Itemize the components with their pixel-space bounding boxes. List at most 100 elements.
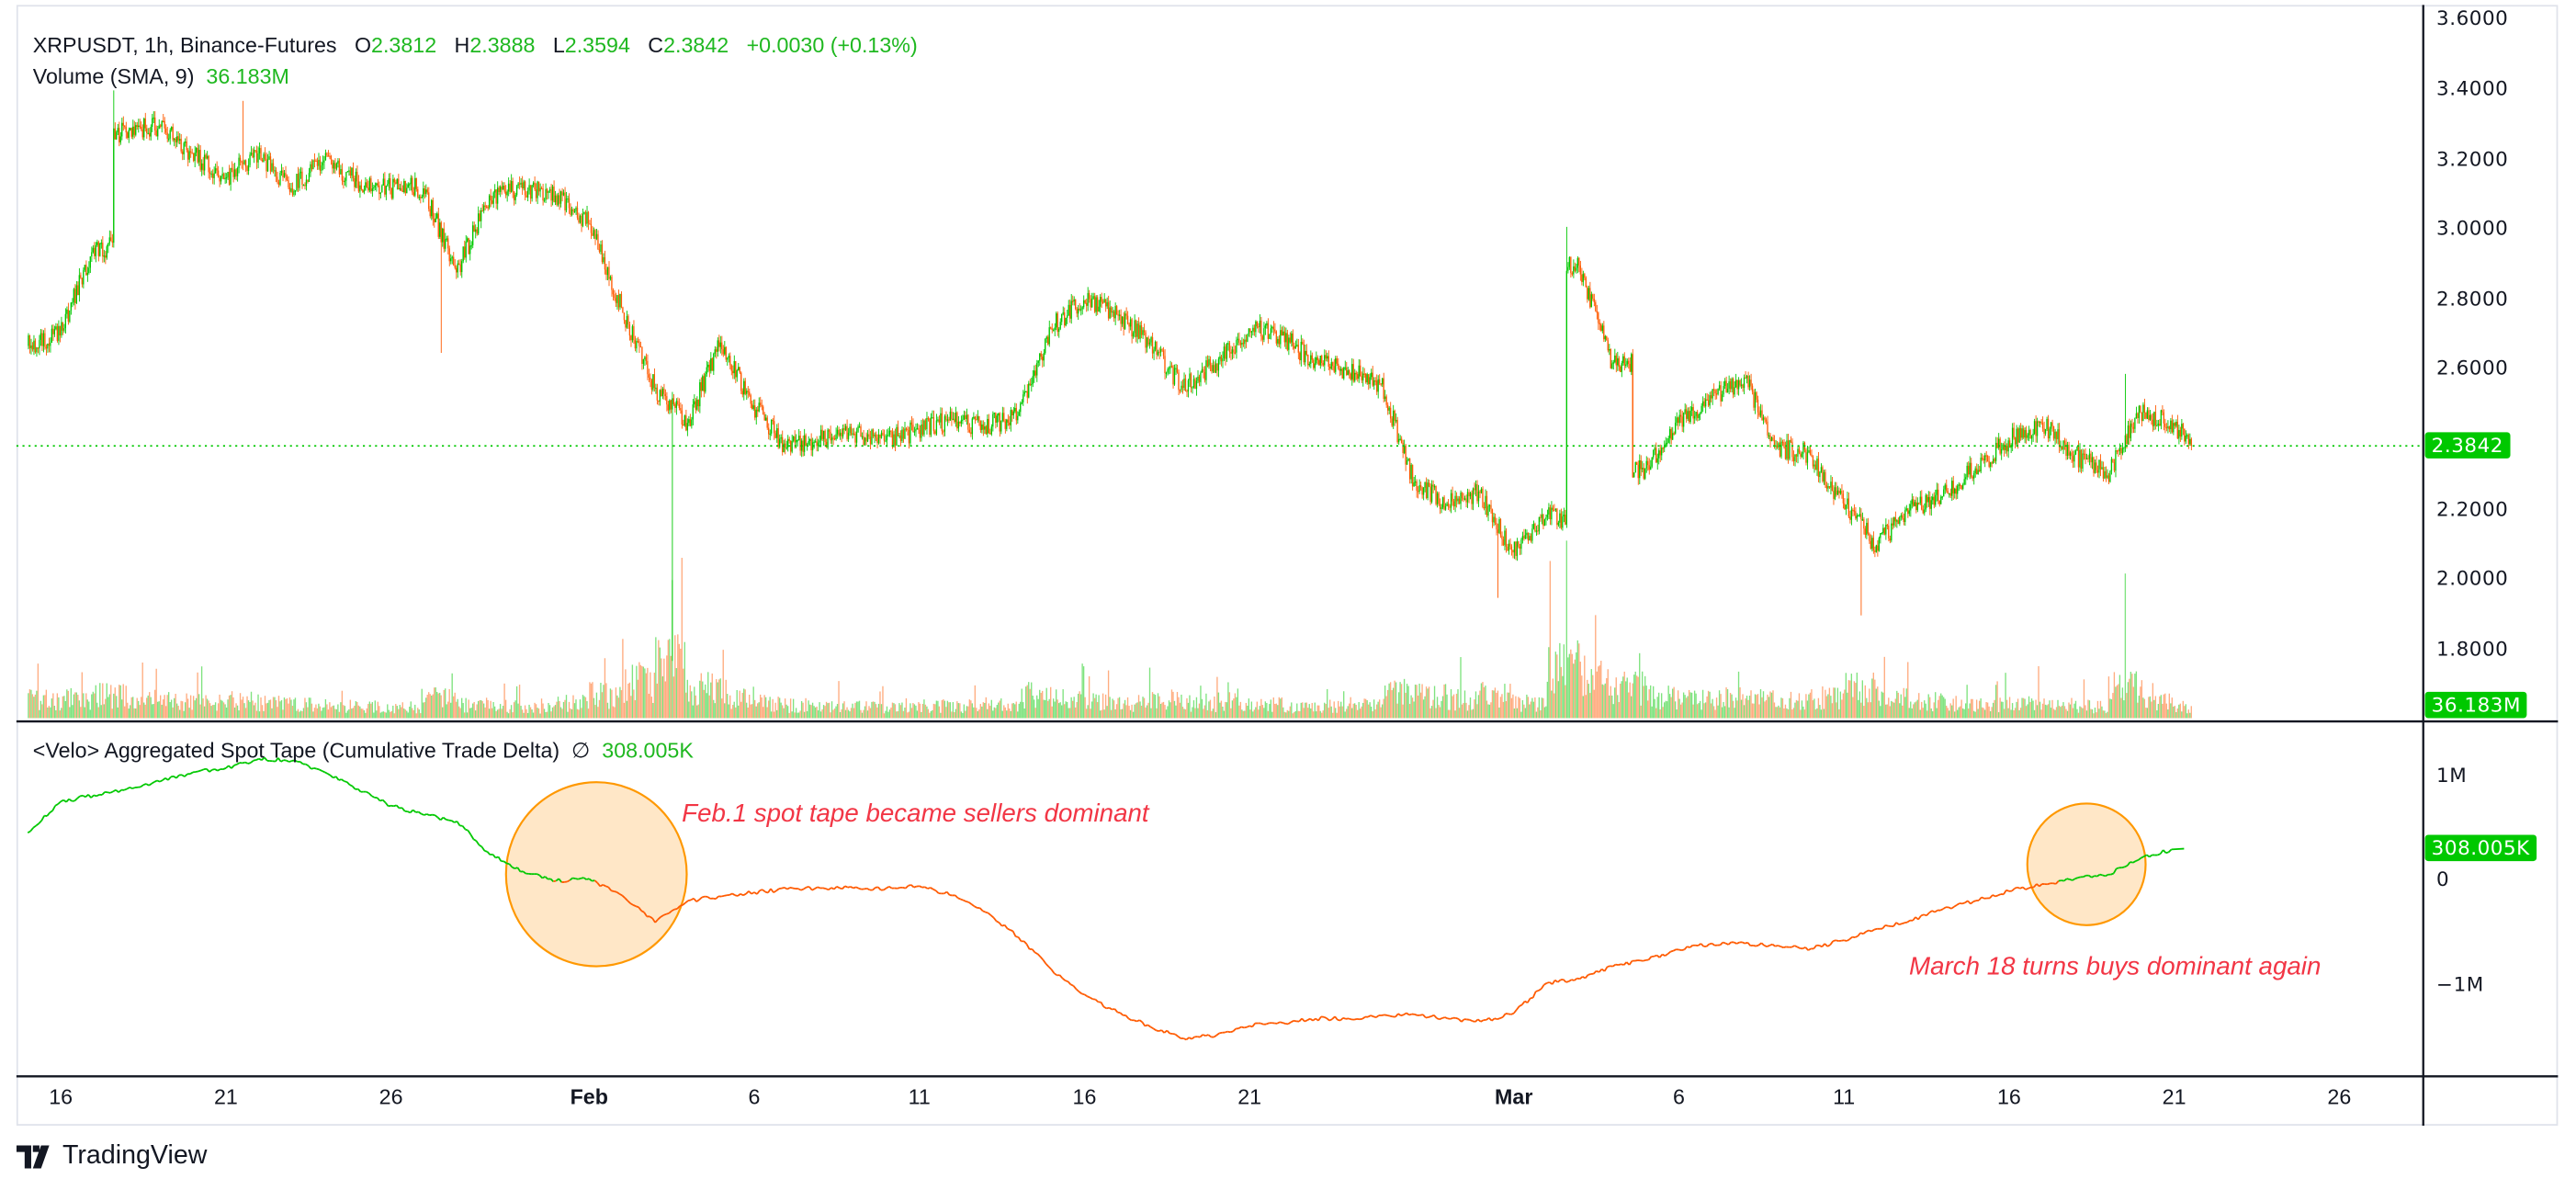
volume-bar [613,707,614,719]
volume-bar [962,713,963,719]
volume-bar [2031,698,2032,718]
ctd-line-segment [680,905,683,906]
volume-bar [851,708,852,718]
volume-bar [854,703,855,719]
volume-bar [1766,700,1767,719]
volume-bar [829,703,830,719]
candle-body [63,328,64,331]
candle-body [143,119,144,137]
volume-bar [1033,696,1034,718]
volume-bar [1508,693,1509,719]
candle-body [1044,353,1045,360]
volume-bar [1072,701,1073,719]
volume-bar [1749,696,1750,718]
volume-bar [994,708,995,719]
ctd-line-segment [537,874,539,875]
candle-body [171,127,172,130]
candle-body [1156,342,1157,355]
volume-bar [1523,705,1524,719]
candle-body [1191,373,1192,388]
candle-body [1215,363,1216,372]
ctd-line-segment [331,776,333,778]
candle-body [772,420,773,421]
ctd-line-segment [342,779,345,781]
volume-bar [1848,680,1849,718]
candle-body [904,428,905,438]
volume-bar [336,709,337,719]
candle-body [680,408,681,411]
volume-bar [1349,704,1350,719]
volume-bar [145,705,146,719]
candle-body [109,237,110,243]
ctd-line-segment [146,784,149,786]
volume-bar [1113,700,1114,718]
candle-body [315,161,316,162]
volume-bar [392,706,393,719]
candle-body [375,186,376,187]
candle-body [279,173,280,185]
volume-bar [2065,709,2066,719]
volume-bar [827,703,828,718]
candle-body [1963,479,1964,484]
candle-body [1910,504,1911,511]
volume-bar [1320,711,1321,719]
candle-body [1150,337,1151,343]
volume-bar [1522,700,1523,719]
volume-bar [1562,676,1563,719]
volume-bar [1799,693,1800,718]
volume-bar [1805,694,1806,718]
volume-bar [1042,691,1043,719]
volume-bar [33,697,34,718]
candle-body [581,216,582,226]
candle-body [1196,380,1197,389]
candle-body [1756,392,1757,400]
candle-body [2144,404,2145,413]
candle-body [1797,449,1798,457]
volume-bar [1225,702,1226,719]
volume-bar [831,701,832,718]
candle-body [1647,461,1648,465]
volume-bar [397,706,398,718]
volume-bar [469,708,470,719]
candle-body [1358,366,1359,379]
ctd-line-segment [207,769,209,772]
volume-bar [1599,665,1600,718]
candle-body [1782,442,1783,443]
candle-body [2042,423,2043,428]
volume-bar [287,698,288,719]
candle-body [538,182,539,192]
volume-bar [1695,694,1696,719]
volume-bar [652,703,653,718]
volume-bar [1189,696,1190,719]
volume-bar [889,709,890,718]
volume-bar [1984,709,1985,718]
volume-bar [1298,711,1299,719]
volume-bar [1471,709,1472,718]
candle-body [1838,491,1839,493]
volume-bar [1207,710,1208,719]
candle-body [1454,496,1455,506]
volume-bar [311,704,312,719]
volume-bar [1269,704,1270,718]
candle-body [1881,533,1882,534]
ctd-line-segment [473,839,476,841]
volume-bar [928,709,929,719]
volume-bar [1722,708,1723,719]
volume-bar [232,697,233,718]
candle-body [1052,328,1053,330]
ctd-line-segment [157,780,160,781]
candle-body [1965,477,1966,479]
volume-bar [1083,666,1084,718]
candle-body [1024,391,1025,394]
volume-bar [1965,703,1966,718]
candle-body [1780,442,1781,457]
candle-body [285,173,286,176]
volume-bar [558,697,559,718]
candle-body [735,361,736,377]
volume-bar [531,709,532,718]
volume-bar [1507,693,1508,719]
candle-body [1562,516,1563,527]
volume-bar [30,690,31,719]
volume-bar [1087,705,1088,718]
